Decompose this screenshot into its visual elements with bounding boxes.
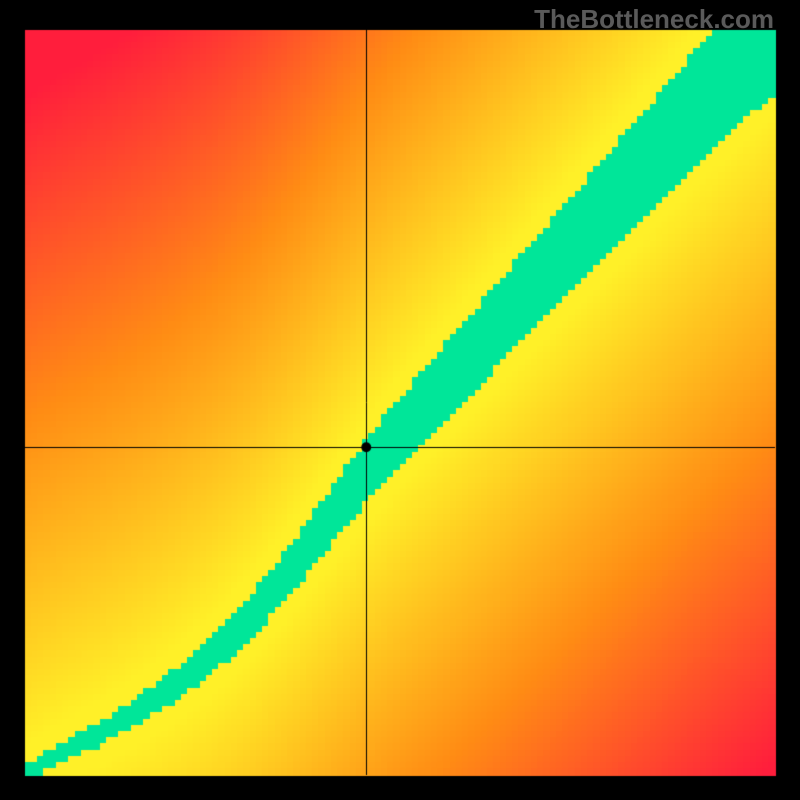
bottleneck-heatmap (0, 0, 800, 800)
watermark-text: TheBottleneck.com (534, 4, 774, 35)
chart-container: TheBottleneck.com (0, 0, 800, 800)
